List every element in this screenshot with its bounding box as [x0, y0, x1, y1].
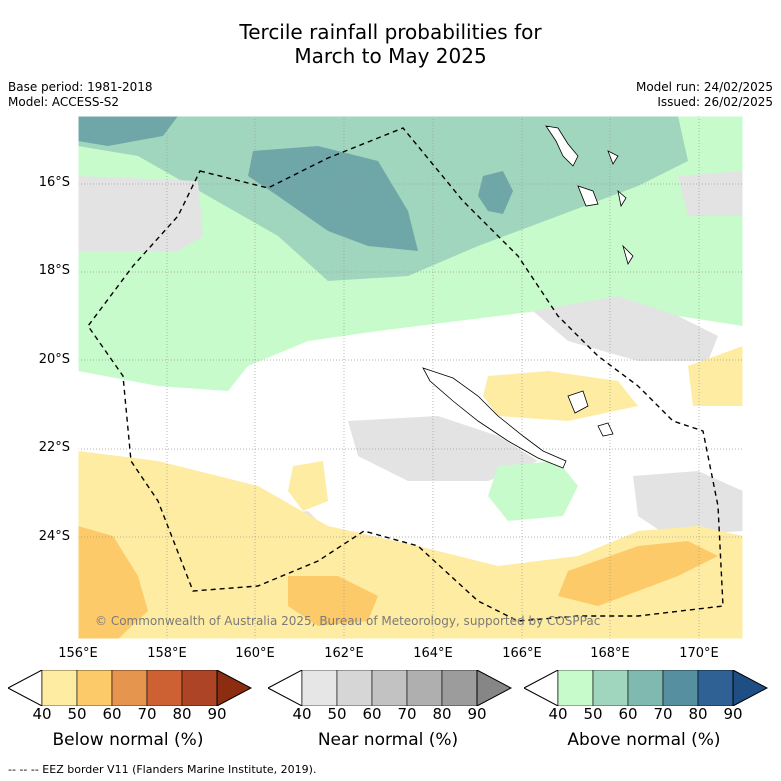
new-caledonia-land	[422, 367, 567, 469]
cbar-near-seg-2	[336, 670, 373, 706]
cbar-above-over	[732, 670, 768, 706]
cbar-near-seg-1	[301, 670, 338, 706]
cbar-above-seg-1	[557, 670, 594, 706]
meta-right: Model run: 24/02/2025 Issued: 26/02/2025	[636, 80, 773, 110]
near-normal-region-west	[78, 176, 203, 251]
cbar-below-tick: 70	[137, 705, 157, 723]
near-normal-region-mid	[348, 416, 538, 481]
below-normal-60-region-east	[558, 541, 718, 606]
cbar-below-seg-5	[181, 670, 218, 706]
cbar-below-tick: 90	[207, 705, 227, 723]
map-title: Tercile rainfall probabilities for March…	[0, 20, 781, 68]
lon-label-166e: 166°E	[502, 646, 542, 661]
cbar-near-tick: 80	[432, 705, 452, 723]
cbar-below-over	[216, 670, 252, 706]
cbar-near-tick: 50	[327, 705, 347, 723]
above-normal-50-region-loyalty	[488, 461, 578, 521]
cbar-above-tick: 50	[583, 705, 603, 723]
title-line-2: March to May 2025	[294, 44, 487, 68]
below-normal-50-region-far-east	[688, 346, 743, 406]
cbar-above-tick: 40	[548, 705, 568, 723]
lon-label-164e: 164°E	[413, 646, 453, 661]
colorbar-above-title: Above normal (%)	[567, 730, 721, 750]
colorbar-near-normal	[268, 670, 512, 706]
cbar-above-tick: 90	[723, 705, 743, 723]
lon-label-168e: 168°E	[590, 646, 630, 661]
title-line-1: Tercile rainfall probabilities for	[239, 20, 542, 44]
lat-label-20s: 20°S	[38, 352, 70, 367]
cbar-near-under	[268, 670, 303, 706]
loyalty-islands-land	[567, 390, 614, 437]
cbar-above-tick: 80	[688, 705, 708, 723]
lon-label-160e: 160°E	[235, 646, 275, 661]
near-normal-region-southeast	[633, 471, 743, 536]
cbar-below-seg-4	[146, 670, 183, 706]
lat-label-24s: 24°S	[38, 529, 70, 544]
vanuatu-islands-land	[545, 125, 634, 265]
cbar-near-tick: 90	[467, 705, 487, 723]
above-normal-70-region-central	[248, 146, 418, 251]
cbar-near-over	[476, 670, 512, 706]
meta-left: Base period: 1981-2018 Model: ACCESS-S2	[8, 80, 153, 110]
cbar-below-under	[8, 670, 43, 706]
cbar-above-seg-3	[627, 670, 664, 706]
colorbar-near-title: Near normal (%)	[317, 730, 459, 750]
above-normal-70-region-small	[478, 171, 513, 214]
cbar-below-seg-3	[111, 670, 148, 706]
cbar-near-seg-3	[371, 670, 408, 706]
cbar-below-tick: 40	[32, 705, 52, 723]
cbar-near-tick: 60	[362, 705, 382, 723]
base-period: Base period: 1981-2018	[8, 80, 153, 94]
near-normal-region-east-2	[678, 171, 743, 216]
cbar-above-seg-4	[662, 670, 699, 706]
cbar-above-tick: 70	[653, 705, 673, 723]
rainfall-map	[78, 116, 743, 639]
below-normal-60-region-mid	[288, 576, 378, 626]
cbar-near-seg-4	[406, 670, 443, 706]
cbar-near-tick: 40	[292, 705, 312, 723]
lon-label-156e: 156°E	[58, 646, 98, 661]
cbar-below-tick: 50	[67, 705, 87, 723]
colorbar-above-normal	[524, 670, 768, 706]
eez-border	[87, 127, 724, 622]
cbar-above-seg-5	[697, 670, 734, 706]
cbar-near-tick: 70	[397, 705, 417, 723]
lon-label-158e: 158°E	[147, 646, 187, 661]
issued-date: Issued: 26/02/2025	[657, 95, 773, 109]
cbar-below-tick: 60	[102, 705, 122, 723]
colorbar-below-normal	[8, 670, 252, 706]
cbar-below-tick: 80	[172, 705, 192, 723]
colorbar-below-title: Below normal (%)	[52, 730, 204, 750]
map-area	[78, 116, 743, 639]
eez-legend-note: -- -- -- EEZ border V11 (Flanders Marine…	[8, 763, 317, 776]
cbar-above-tick: 60	[618, 705, 638, 723]
cbar-below-seg-2	[76, 670, 113, 706]
lat-label-16s: 16°S	[38, 175, 70, 190]
cbar-above-seg-2	[592, 670, 629, 706]
below-normal-50-region-small	[288, 461, 328, 511]
copyright-text: © Commonwealth of Australia 2025, Bureau…	[95, 614, 601, 628]
cbar-below-seg-1	[41, 670, 78, 706]
lon-label-162e: 162°E	[324, 646, 364, 661]
model-name: Model: ACCESS-S2	[8, 95, 120, 109]
lat-label-22s: 22°S	[38, 440, 70, 455]
model-run: Model run: 24/02/2025	[635, 80, 773, 94]
cbar-above-under	[524, 670, 559, 706]
graticule	[78, 116, 743, 639]
below-normal-60-region-west	[78, 526, 148, 639]
near-normal-region-east-1	[533, 296, 718, 361]
above-normal-70-region-north	[78, 116, 178, 146]
cbar-near-seg-5	[441, 670, 478, 706]
lat-label-18s: 18°S	[38, 263, 70, 278]
lon-label-170e: 170°E	[679, 646, 719, 661]
